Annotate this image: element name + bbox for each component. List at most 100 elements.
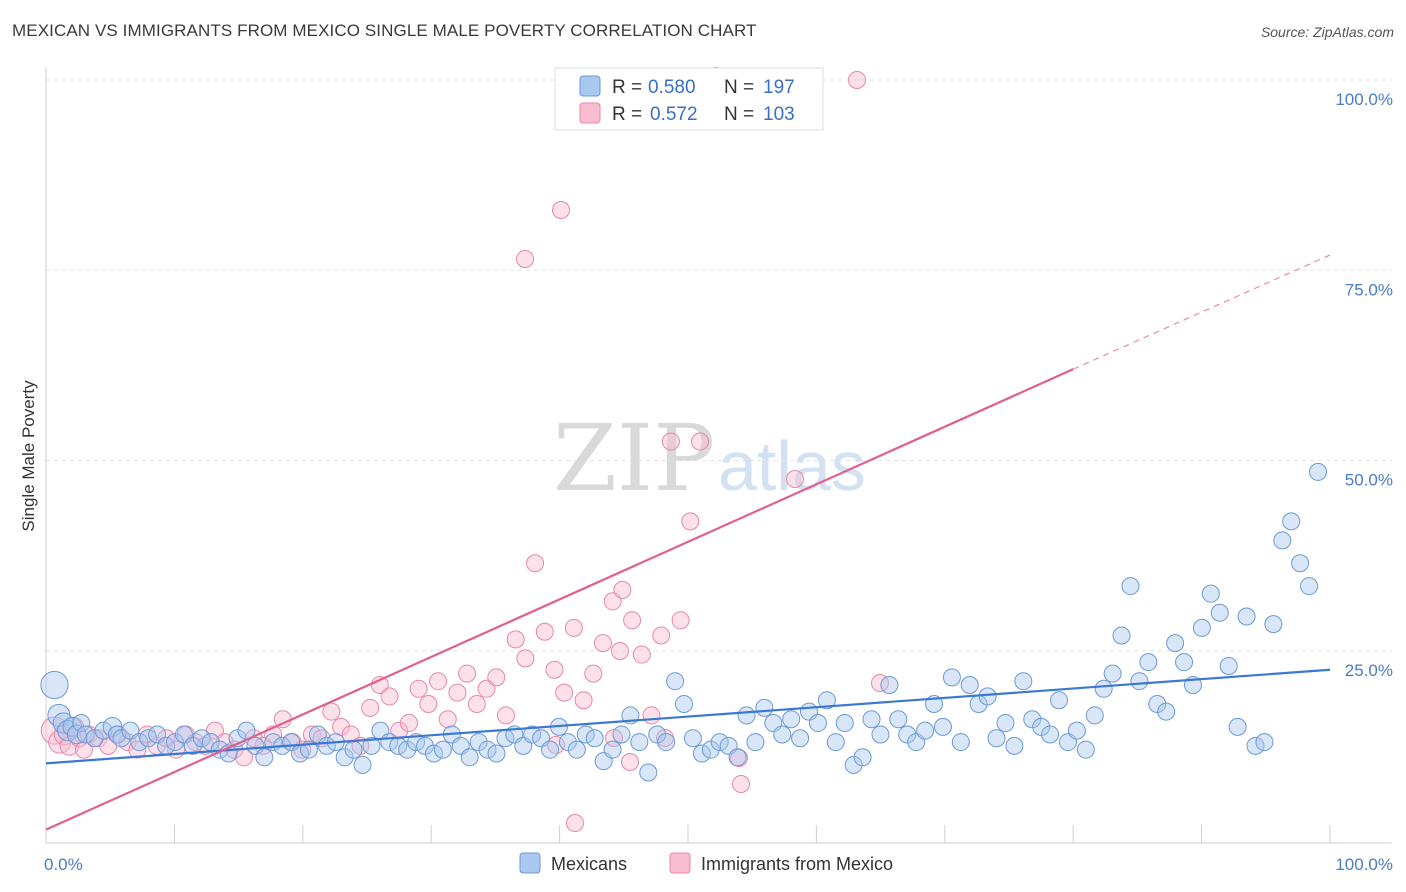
y-tick-label-100: 100.0% (1335, 90, 1393, 109)
immigrants-point (467, 695, 486, 714)
immigrants-point (487, 668, 506, 687)
immigrants-point (128, 740, 147, 759)
immigrants-point (516, 649, 535, 668)
mexicans-point (782, 710, 801, 729)
mexicans-point (755, 698, 774, 717)
mexicans-point (960, 675, 979, 694)
immigrants-point (361, 698, 380, 717)
mexicans-point (76, 725, 95, 744)
immigrants-point (477, 679, 496, 698)
mexicans-point (746, 733, 765, 752)
mexicans-point (871, 725, 890, 744)
immigrants-point (681, 512, 700, 531)
mexicans-point (1103, 664, 1122, 683)
y-tick-labels: 25.0% 50.0% 75.0% 100.0% (1335, 90, 1393, 680)
mexicans-point (1291, 554, 1310, 573)
immigrants-point (322, 702, 341, 721)
mexicans-point (916, 721, 935, 740)
immigrants-point (552, 201, 570, 219)
immigrants-point (603, 592, 622, 611)
legend-n-label-2: N = (724, 104, 754, 125)
immigrants-point (652, 626, 671, 645)
mexicans-point (1005, 736, 1024, 755)
mexicans-point (1264, 615, 1283, 634)
mexicans-point (1192, 618, 1211, 637)
immigrants-point (409, 679, 428, 698)
mexicans-point (255, 748, 274, 767)
mexicans-point (362, 736, 381, 755)
legend-swatch-immigrants (579, 102, 601, 124)
mexicans-point (773, 725, 792, 744)
mexicans-point (1085, 706, 1104, 725)
mexicans-point (192, 729, 211, 748)
mexicans-point (1175, 653, 1194, 672)
mexicans-point (1300, 577, 1319, 596)
mexicans-point (541, 740, 560, 759)
watermark-zip: ZIP (553, 405, 715, 512)
mexicans-point (987, 729, 1006, 748)
bottom-legend-mexicans: Mexicans (551, 854, 627, 874)
mexicans-point (737, 706, 756, 725)
mexicans-point (683, 729, 702, 748)
immigrants-point (380, 687, 399, 706)
immigrants-point (157, 729, 176, 748)
mexicans-point (1273, 531, 1292, 550)
mexicans-point (344, 740, 363, 759)
mexicans-point (130, 733, 149, 752)
x-tick-labels: 0.0% 100.0% (44, 855, 1393, 874)
mexicans-point (1050, 691, 1069, 710)
trend-line-immigrants (45, 368, 1074, 831)
immigrants-point (671, 611, 690, 630)
mexicans-point (942, 668, 961, 687)
mexicans-point (1255, 733, 1274, 752)
immigrants-point (730, 749, 748, 767)
mexicans-point (603, 740, 622, 759)
mexicans-point (1219, 656, 1238, 675)
immigrants-point (593, 634, 612, 653)
mexicans-point (853, 748, 872, 767)
mexicans-point (1309, 462, 1327, 481)
mexicans-point (1139, 653, 1158, 672)
mexicans-point (1130, 672, 1149, 691)
mexicans-point (639, 763, 658, 782)
mexicans-point (1112, 626, 1131, 645)
y-tick-label-50: 50.0% (1345, 471, 1393, 490)
mexicans-point (933, 717, 952, 736)
immigrants-point (691, 432, 709, 451)
mexicans-point (567, 740, 586, 759)
mexicans-point (1166, 634, 1185, 653)
mexicans-point (433, 740, 452, 759)
mexicans-point (139, 729, 158, 748)
immigrants-point (621, 753, 639, 771)
trend-line-mexicans (45, 668, 1331, 765)
immigrants-point (59, 736, 80, 756)
mexicans-point (523, 725, 542, 744)
mexicans-point (880, 675, 899, 694)
mexicans-point (612, 725, 631, 744)
mexicans-point (1014, 672, 1033, 691)
bottom-legend: Mexicans Immigrants from Mexico (519, 852, 893, 874)
immigrants-point (526, 554, 545, 573)
legend-n-value-2: 103 (763, 104, 795, 125)
immigrants-point (848, 71, 866, 89)
immigrants-point (613, 580, 632, 599)
legend-r-value-2: 0.572 (650, 104, 698, 125)
y-tick-label-75: 75.0% (1345, 280, 1393, 299)
chart-title: MEXICAN VS IMMIGRANTS FROM MEXICO SINGLE… (12, 21, 757, 40)
mexicans-point (1094, 679, 1113, 698)
immigrants-point (438, 710, 457, 729)
immigrants-point (564, 618, 583, 637)
mexicans-point (1157, 702, 1176, 721)
mexicans-point (1228, 717, 1247, 736)
mexicans-point (585, 729, 604, 748)
mexicans-point (791, 729, 810, 748)
bottom-legend-swatch-mexicans (519, 852, 541, 874)
legend-n-label-1: N = (724, 77, 754, 98)
legend-r-value-1: 0.580 (648, 77, 696, 98)
mexicans-point (862, 710, 881, 729)
mexicans-point (478, 740, 497, 759)
y-axis-label: Single Male Poverty (19, 380, 38, 532)
legend-r-label-2: R = (612, 104, 642, 125)
mexicans-point (1282, 512, 1301, 531)
